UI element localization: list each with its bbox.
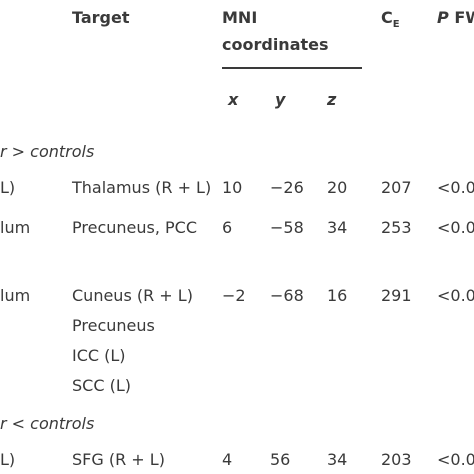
cell-y: 56 xyxy=(270,450,291,469)
coord-label: z xyxy=(327,90,337,109)
cell-ce: 207 xyxy=(381,178,412,197)
cell-p: <0.0 xyxy=(437,218,474,237)
coord-label: x xyxy=(228,90,239,109)
cell-y: −58 xyxy=(270,218,304,237)
cell-p: <0.0 xyxy=(437,450,474,469)
cell-target: SCC (L) xyxy=(72,376,131,395)
cell-seed: L) xyxy=(0,178,16,197)
cell-x: 6 xyxy=(222,218,233,237)
cell-z: 16 xyxy=(327,286,348,305)
cell-target: Precuneus xyxy=(72,316,155,335)
group-label: r > controls xyxy=(0,142,95,161)
header-mni: coordinates xyxy=(222,35,329,54)
cell-x: −2 xyxy=(222,286,246,305)
p-rest: FW xyxy=(454,8,474,27)
header-target: Target xyxy=(72,8,130,27)
coord-label: y xyxy=(275,90,286,109)
cell-z: 20 xyxy=(327,178,348,197)
cell-target: ICC (L) xyxy=(72,346,126,365)
cell-ce: 253 xyxy=(381,218,412,237)
cell-ce: 203 xyxy=(381,450,412,469)
cell-y: −26 xyxy=(270,178,304,197)
cell-seed: L) xyxy=(0,450,16,469)
cell-target: Precuneus, PCC xyxy=(72,218,197,237)
ce-sub: E xyxy=(392,19,400,31)
cell-target: Thalamus (R + L) xyxy=(72,178,212,197)
header-p: P FW xyxy=(437,8,474,28)
cell-p: <0.0 xyxy=(437,178,474,197)
header-ce: CE xyxy=(381,8,400,35)
header-rule xyxy=(222,67,362,69)
cell-target: Cuneus (R + L) xyxy=(72,286,193,305)
cell-ce: 291 xyxy=(381,286,412,305)
cell-target: SFG (R + L) xyxy=(72,450,165,469)
cell-z: 34 xyxy=(327,450,348,469)
cell-seed: lum xyxy=(0,218,31,237)
cell-x: 10 xyxy=(222,178,243,197)
cell-y: −68 xyxy=(270,286,304,305)
header-mni: MNI xyxy=(222,8,258,27)
cell-seed: lum xyxy=(0,286,31,305)
cell-z: 34 xyxy=(327,218,348,237)
cell-p: <0.0 xyxy=(437,286,474,305)
p-italic: P xyxy=(437,8,449,27)
ce-main: C xyxy=(381,8,393,27)
cell-x: 4 xyxy=(222,450,233,469)
group-label: r < controls xyxy=(0,414,95,433)
